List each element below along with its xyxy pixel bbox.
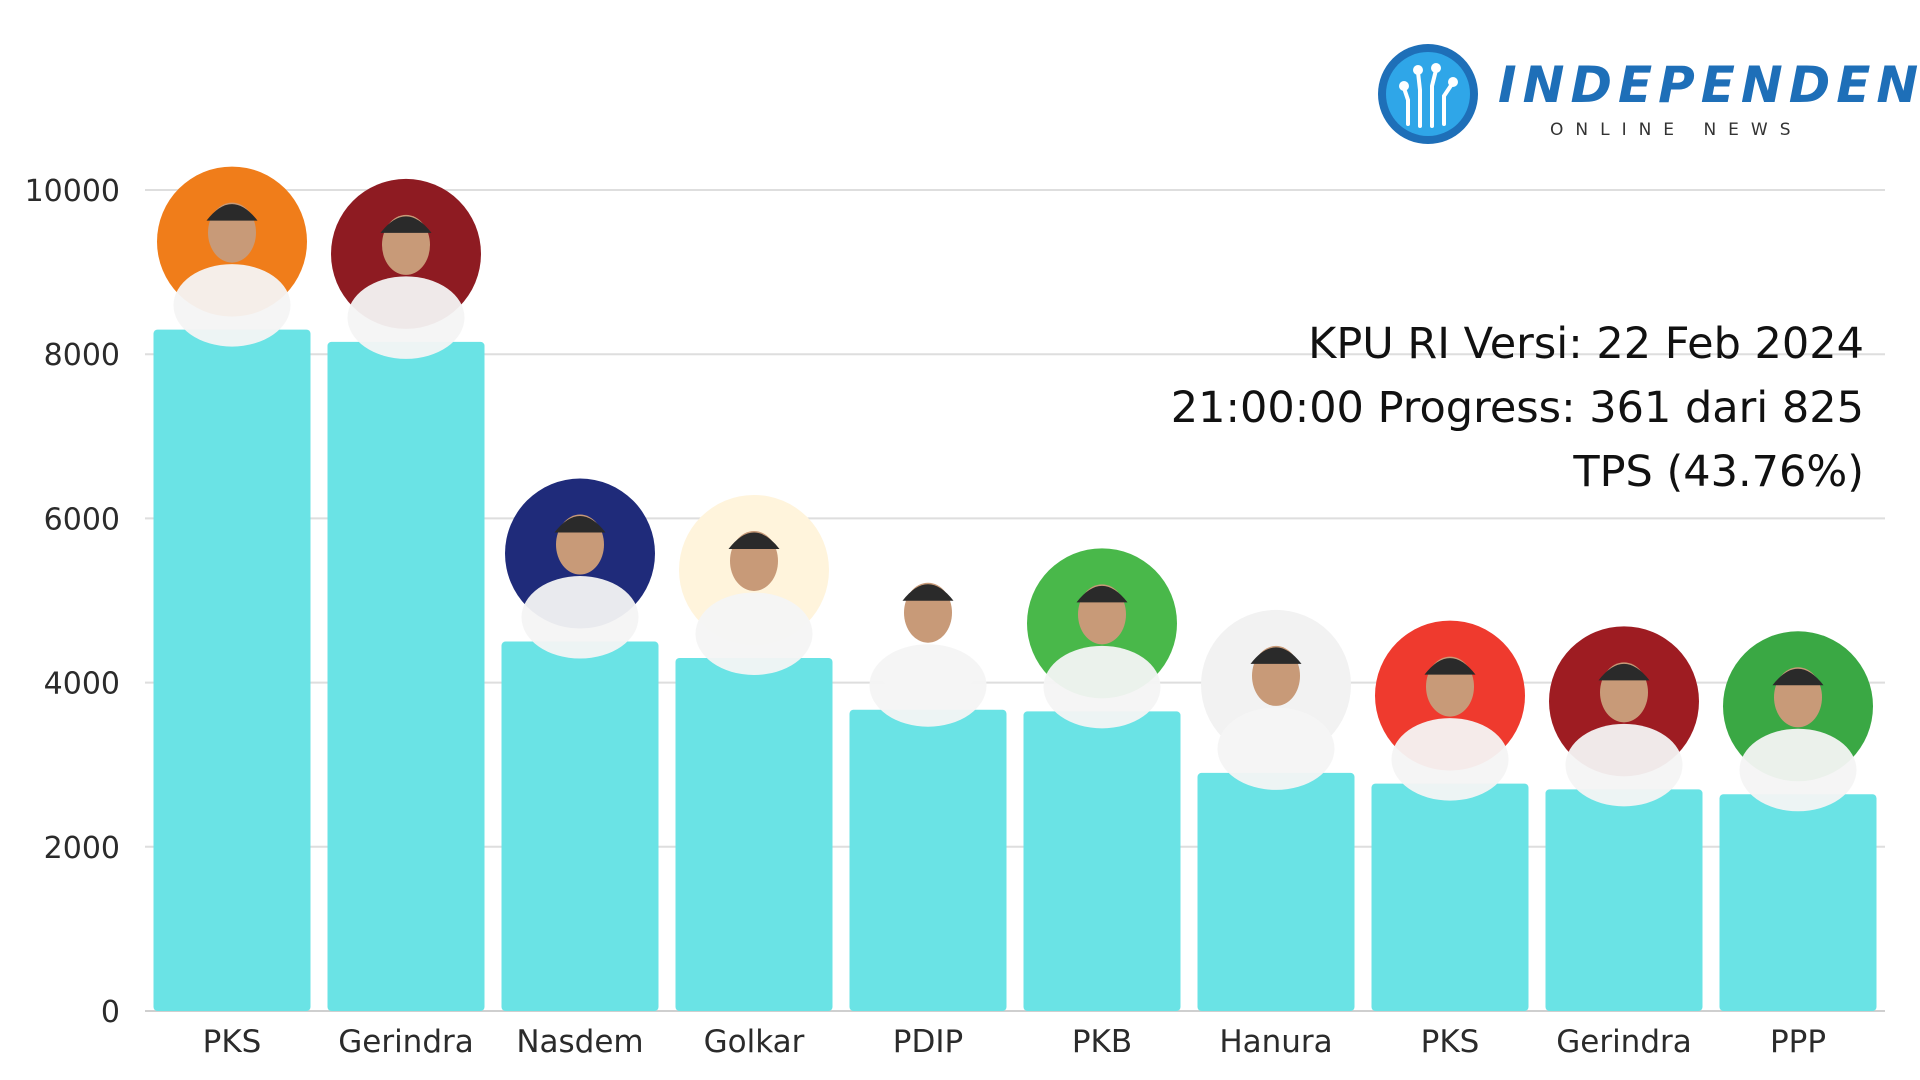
bar xyxy=(1371,783,1529,1011)
x-tick-label: PKS xyxy=(1421,1024,1480,1060)
candidate-photo xyxy=(1201,609,1351,790)
candidate-photo xyxy=(331,178,481,359)
bar xyxy=(1545,789,1703,1011)
x-tick-label: PKS xyxy=(203,1024,262,1060)
x-tick-label: Nasdem xyxy=(516,1024,643,1060)
info-version-line: KPU RI Versi: 22 Feb 2024 xyxy=(1308,319,1864,369)
y-tick-label: 0 xyxy=(101,995,120,1030)
bar xyxy=(327,341,485,1011)
info-tps-line: TPS (43.76%) xyxy=(1573,447,1864,497)
y-tick-label: 4000 xyxy=(44,667,120,702)
bars xyxy=(153,329,1877,1011)
y-tick-label: 10000 xyxy=(25,174,120,209)
info-panel: KPU RI Versi: 22 Feb 2024 21:00:00 Progr… xyxy=(1171,312,1864,504)
x-tick-label: PDIP xyxy=(893,1024,963,1060)
circuit-hand-icon xyxy=(1378,44,1478,144)
x-axis-labels: PKS Gerindra Nasdem Golkar PDIP PKB Hanura PKS G… xyxy=(203,1024,1826,1060)
candidate-photo xyxy=(853,546,1003,727)
x-tick-label: Gerindra xyxy=(1556,1024,1692,1060)
y-tick-label: 6000 xyxy=(44,502,120,537)
candidate-photo xyxy=(1549,626,1699,807)
bar xyxy=(1719,794,1877,1011)
brand-subtitle: ONLINE NEWS xyxy=(1550,120,1803,140)
candidate-photos xyxy=(157,166,1873,812)
bar xyxy=(1023,711,1181,1011)
y-tick-label: 8000 xyxy=(44,338,120,373)
candidate-photo xyxy=(157,166,307,347)
candidate-photo xyxy=(1723,631,1873,812)
brand-logo: INDEPENDEN ONLINE NEWS xyxy=(1374,40,1918,150)
bar xyxy=(675,657,833,1011)
x-tick-label: PPP xyxy=(1770,1024,1826,1060)
bar xyxy=(1197,772,1355,1011)
x-tick-label: PKB xyxy=(1072,1024,1132,1060)
bar xyxy=(501,641,659,1011)
candidate-photo xyxy=(1027,548,1177,729)
candidate-photo xyxy=(505,478,655,659)
bar xyxy=(849,709,1007,1011)
brand-name: INDEPENDEN xyxy=(1498,56,1920,114)
candidate-photo xyxy=(1375,620,1525,801)
x-tick-label: Hanura xyxy=(1219,1024,1332,1060)
y-axis-ticks: 0 2000 4000 6000 8000 10000 xyxy=(25,174,120,1030)
x-tick-label: Gerindra xyxy=(338,1024,474,1060)
info-progress-line: 21:00:00 Progress: 361 dari 825 xyxy=(1170,383,1864,433)
y-tick-label: 2000 xyxy=(44,831,120,866)
x-tick-label: Golkar xyxy=(704,1024,805,1060)
bar xyxy=(153,329,311,1011)
candidate-photo xyxy=(679,494,829,675)
